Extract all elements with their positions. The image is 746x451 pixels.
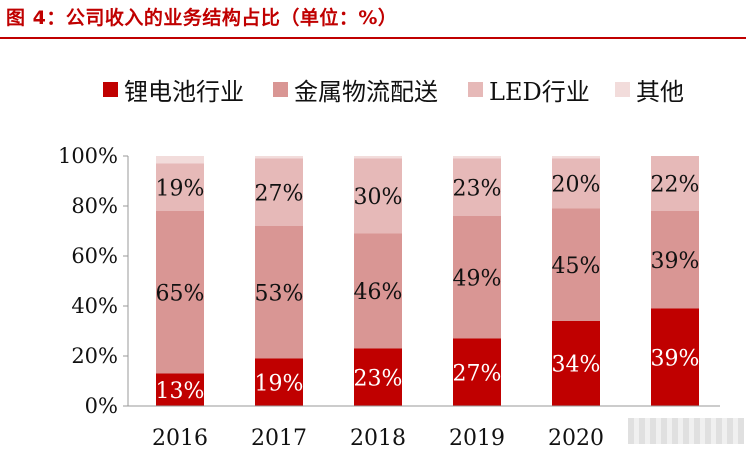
data-label-2020-series-3: 20% [552,173,601,198]
legend-swatch-3 [468,82,483,97]
data-label-2021-series-3: 22% [651,173,700,198]
data-label-2021-series-2: 39% [651,249,700,274]
bar-2019-series-1 [453,338,501,406]
bar-2020-series-2 [552,208,600,321]
bar-2016-series-4 [156,156,204,164]
data-label-2016-series-1: 13% [156,379,205,404]
bar-2016-series-3 [156,163,204,211]
data-label-2019-series-1: 27% [453,361,502,386]
bar-2017-series-1 [255,358,303,406]
y-tick-label-0: 0% [85,394,118,418]
data-label-2016-series-2: 65% [156,281,205,306]
y-tick-label-100: 100% [58,144,118,168]
legend-label-4: 其他 [636,78,684,106]
data-label-2020-series-1: 34% [552,353,601,378]
figure-title: 图 4：公司收入的业务结构占比（单位：%） [6,7,398,29]
data-label-2018-series-3: 30% [354,185,403,210]
bar-2019-series-3 [453,158,501,216]
bar-2017-series-2 [255,226,303,359]
x-tick-label-2019: 2019 [449,426,505,451]
data-label-2017-series-2: 53% [255,281,304,306]
y-tick-label-80: 80% [71,194,118,218]
legend-label-1: 锂电池行业 [124,78,244,106]
y-tick-label-60: 60% [71,244,118,268]
chart-legend: 锂电池行业 金属物流配送 LED行业 其他 [103,78,684,106]
bar-2016-series-1 [156,373,204,406]
bar-2018-series-4 [354,156,402,159]
legend-label-2: 金属物流配送 [294,78,438,106]
bar-2018-series-3 [354,158,402,234]
bar-2017-series-4 [255,156,303,159]
data-label-2021-series-1: 39% [651,346,700,371]
data-label-2017-series-3: 27% [255,181,304,206]
data-label-2018-series-2: 46% [354,280,403,305]
legend-label-3: LED行业 [489,78,590,106]
data-label-2016-series-3: 19% [156,176,205,201]
x-tick-label-2016: 2016 [152,426,208,451]
y-tick-label-20: 20% [71,344,118,368]
bar-2019-series-2 [453,216,501,339]
bar-2017-series-3 [255,158,303,226]
y-tick-label-40: 40% [71,294,118,318]
bar-2021-series-2 [651,211,699,309]
bar-2019-series-4 [453,156,501,159]
title-divider [0,37,746,39]
x-tick-label-2018: 2018 [350,426,406,451]
data-label-2018-series-1: 23% [354,366,403,391]
axes: 0% 20% 40% 60% 80% 100% 2016 2017 2018 2019 2020 [58,144,720,451]
bar-2016-series-2 [156,211,204,374]
bar-2020-series-4 [552,156,600,159]
data-label-2017-series-1: 19% [255,371,304,396]
legend-swatch-4 [615,82,630,97]
x-tick-label-2020: 2020 [548,426,604,451]
data-label-2019-series-3: 23% [453,176,502,201]
legend-swatch-2 [273,82,288,97]
bar-2020-series-3 [552,158,600,209]
x-tick-label-2017: 2017 [251,426,307,451]
bar-2018-series-2 [354,233,402,349]
data-label-2020-series-2: 45% [552,254,601,279]
bar-2018-series-1 [354,348,402,406]
bar-area: 13% 65% 19% 19% 53% 27% 23% 46% 30% 27% 49% 23% 34% 4… [156,156,700,406]
bar-2020-series-1 [552,321,600,406]
legend-swatch-1 [103,82,118,97]
blurred-watermark [628,418,744,444]
bar-2021-series-1 [651,308,699,406]
data-label-2019-series-2: 49% [453,266,502,291]
bar-2021-series-3 [651,156,699,211]
